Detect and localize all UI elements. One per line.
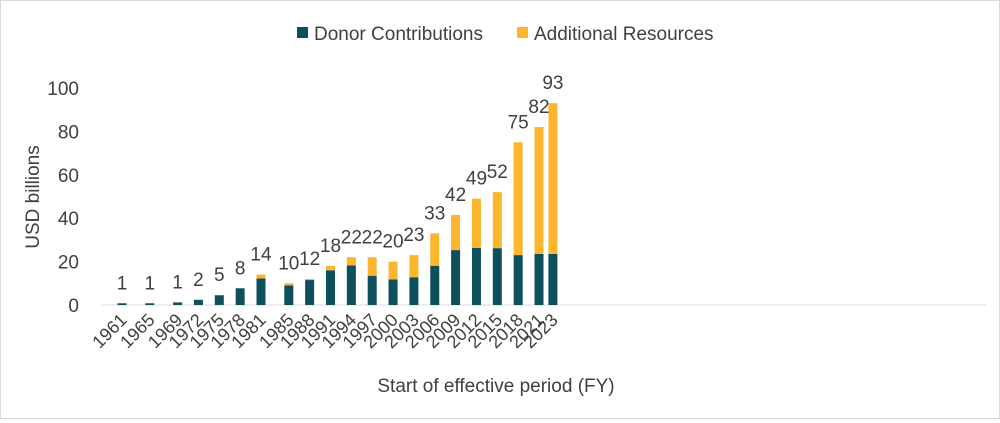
total-data-label: 18 <box>320 236 341 257</box>
bar-additional-resources <box>430 233 440 266</box>
bar-donor-contributions <box>492 248 502 305</box>
bar-donor-contributions <box>256 278 266 305</box>
total-data-label: 42 <box>445 185 466 206</box>
legend-label-additional-resources: Additional Resources <box>534 24 714 45</box>
bar-donor-contributions <box>145 303 155 305</box>
bar-donor-contributions <box>534 254 544 305</box>
bar-additional-resources <box>388 261 398 280</box>
y-tick-label: 20 <box>58 253 79 274</box>
bar-donor-contributions <box>367 275 377 305</box>
bar-donor-contributions <box>117 303 127 305</box>
x-axis-title: Start of effective period (FY) <box>377 376 614 397</box>
bar-donor-contributions <box>305 280 315 305</box>
bar-donor-contributions <box>173 302 183 305</box>
bar-additional-resources <box>513 142 523 256</box>
bar-additional-resources <box>451 214 461 251</box>
y-tick-label: 80 <box>58 122 79 143</box>
bar-donor-contributions <box>214 295 224 305</box>
bar-donor-contributions <box>346 265 356 305</box>
total-data-label: 23 <box>403 225 424 246</box>
total-data-label: 22 <box>341 227 362 248</box>
bar-donor-contributions <box>513 255 523 305</box>
bar-additional-resources <box>346 257 356 266</box>
bar-donor-contributions <box>235 288 245 305</box>
bar-donor-contributions <box>471 247 481 305</box>
total-data-label: 1 <box>117 273 128 294</box>
bar-additional-resources <box>492 192 502 249</box>
bar-additional-resources <box>305 278 315 281</box>
y-axis-ticks: 0 20 40 60 80 100 <box>47 79 79 317</box>
bar-donor-contributions <box>451 250 461 305</box>
bar-donor-contributions <box>388 279 398 305</box>
bar-donor-contributions <box>284 285 294 305</box>
legend-label-donor-contributions: Donor Contributions <box>314 24 483 45</box>
bar-additional-resources <box>284 283 294 286</box>
bar-additional-resources <box>409 255 419 278</box>
total-data-label: 8 <box>235 258 246 279</box>
y-tick-label: 100 <box>47 79 79 100</box>
bar-additional-resources <box>256 274 266 279</box>
legend-swatch-donor-contributions <box>297 27 308 38</box>
total-data-label: 20 <box>382 232 403 253</box>
total-data-label: 22 <box>362 227 383 248</box>
bars <box>117 103 558 305</box>
bar-donor-contributions <box>430 265 440 305</box>
bar-donor-contributions <box>193 299 203 305</box>
total-data-label: 49 <box>466 169 487 190</box>
bar-additional-resources <box>367 257 377 276</box>
bar-additional-resources <box>471 198 481 248</box>
y-axis-title: USD billions <box>23 145 44 248</box>
legend-swatch-additional-resources <box>517 27 528 38</box>
bar-donor-contributions <box>409 277 419 305</box>
total-data-label: 2 <box>193 270 204 291</box>
total-data-label: 1 <box>145 273 156 294</box>
total-data-label: 10 <box>278 253 299 274</box>
total-data-label: 5 <box>214 265 225 286</box>
bar-additional-resources <box>548 103 558 255</box>
bar-additional-resources <box>534 127 544 255</box>
x-axis-ticks: 1961196519691972197519781981198519881991… <box>88 310 561 352</box>
y-tick-label: 60 <box>58 166 79 187</box>
bar-donor-contributions <box>548 254 558 305</box>
total-data-label: 93 <box>542 73 563 94</box>
legend: Donor Contributions Additional Resources <box>297 24 714 45</box>
total-data-label: 82 <box>528 97 549 118</box>
y-tick-label: 0 <box>68 296 79 317</box>
bar-donor-contributions <box>326 270 335 305</box>
total-data-label: 14 <box>250 245 272 266</box>
total-data-label: 75 <box>508 112 529 133</box>
total-data-label: 1 <box>172 272 183 293</box>
y-tick-label: 40 <box>58 209 79 230</box>
bar-additional-resources <box>326 265 335 271</box>
total-data-label: 12 <box>299 249 320 270</box>
total-data-label: 52 <box>487 162 508 183</box>
total-data-label: 33 <box>424 203 445 224</box>
